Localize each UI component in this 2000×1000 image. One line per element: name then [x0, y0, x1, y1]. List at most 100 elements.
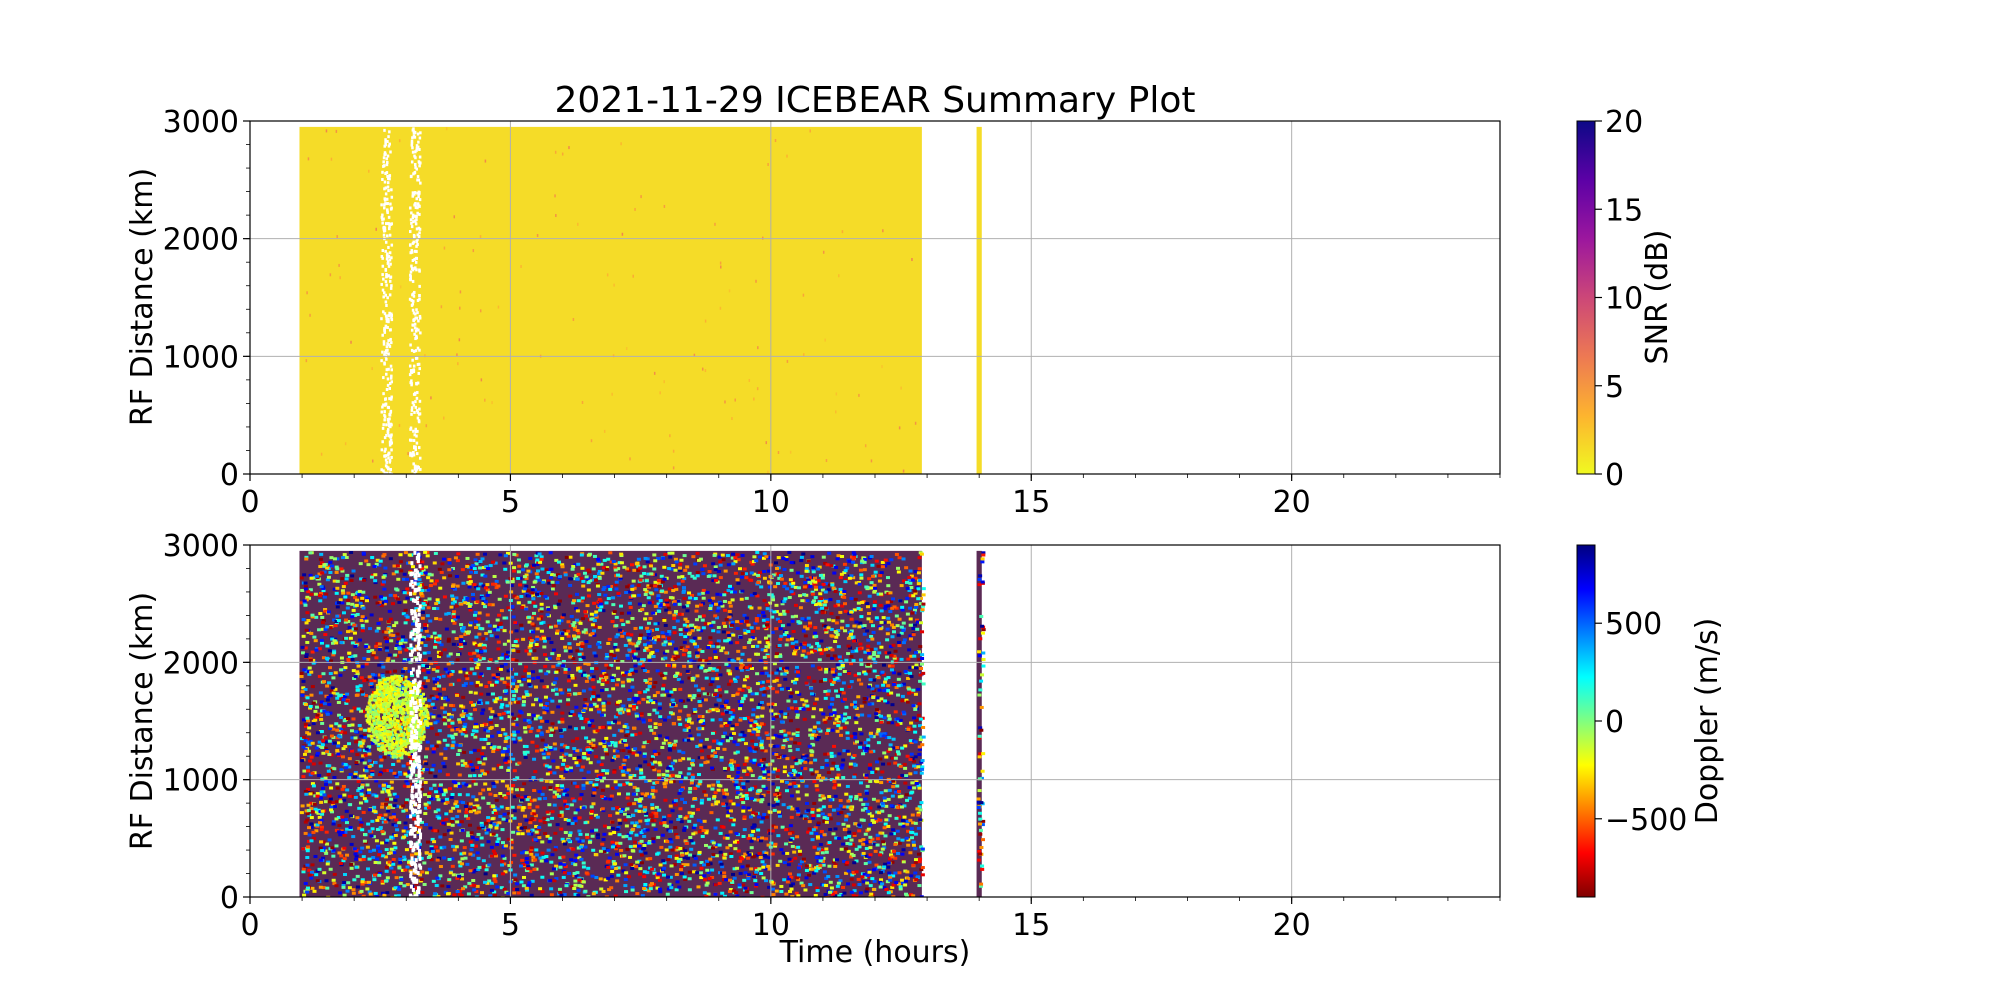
doppler-point — [494, 579, 499, 583]
doppler-point — [332, 882, 337, 886]
doppler-point — [878, 757, 883, 761]
doppler-point — [320, 721, 325, 725]
doppler-point — [538, 887, 543, 891]
doppler-point — [691, 841, 696, 845]
doppler-point — [577, 884, 582, 888]
doppler-point — [301, 718, 306, 722]
doppler-point — [588, 687, 593, 691]
doppler-point — [849, 838, 854, 842]
doppler-point — [403, 666, 408, 670]
doppler-point — [695, 551, 700, 555]
doppler-point — [531, 585, 536, 589]
doppler-point — [695, 604, 700, 608]
snr-gap-mark — [416, 381, 420, 385]
snr-gap-mark — [385, 171, 389, 175]
doppler-point — [695, 651, 700, 655]
doppler-point — [759, 585, 764, 589]
doppler-point — [828, 828, 833, 832]
doppler-point — [327, 649, 332, 653]
doppler-point — [335, 605, 340, 609]
doppler-point — [554, 692, 559, 696]
doppler-point — [862, 632, 867, 636]
snr-speck — [777, 451, 780, 455]
doppler-point — [753, 720, 758, 724]
doppler-point — [335, 586, 340, 590]
doppler-point — [333, 805, 338, 809]
snr-gap-mark — [389, 222, 392, 226]
doppler-point — [430, 744, 435, 748]
doppler-point — [837, 672, 842, 676]
doppler-point — [762, 686, 767, 690]
doppler-point — [439, 643, 444, 647]
doppler-point — [360, 599, 365, 603]
doppler-point — [514, 629, 519, 633]
doppler-point — [881, 762, 886, 766]
doppler-point — [315, 753, 320, 757]
doppler-point — [824, 630, 829, 634]
doppler-point — [463, 814, 468, 818]
doppler-point — [457, 749, 462, 753]
doppler-point — [753, 879, 758, 883]
doppler-point — [855, 713, 860, 717]
doppler-point — [531, 713, 536, 717]
snr-speck — [653, 371, 656, 375]
doppler-point — [715, 677, 720, 681]
doppler-point — [505, 676, 510, 680]
doppler-point — [435, 682, 440, 686]
doppler-point — [591, 793, 596, 797]
doppler-point — [784, 789, 789, 793]
doppler-point — [775, 617, 780, 621]
doppler-point — [606, 859, 611, 863]
doppler-point — [691, 555, 696, 559]
doppler-point — [889, 600, 894, 604]
doppler-point — [331, 653, 336, 657]
doppler-point — [720, 739, 725, 743]
doppler-point — [777, 683, 782, 687]
doppler-point — [764, 815, 769, 819]
doppler-point — [741, 794, 746, 798]
snr-gap-mark — [416, 233, 420, 237]
doppler-point — [816, 859, 821, 863]
doppler-point — [505, 704, 510, 708]
snr-gap-mark — [387, 274, 390, 278]
snr-gap-mark — [413, 290, 416, 294]
doppler-point — [625, 726, 630, 730]
doppler-point — [749, 718, 754, 722]
doppler-point — [402, 857, 407, 861]
doppler-point — [826, 689, 831, 693]
doppler-point — [668, 875, 673, 879]
doppler-point — [544, 779, 549, 783]
doppler-point — [751, 813, 756, 817]
doppler-point — [882, 689, 887, 693]
doppler-point — [874, 867, 879, 871]
doppler-point — [920, 604, 925, 608]
snr-gap-mark — [408, 364, 412, 368]
doppler-point — [391, 805, 396, 809]
doppler-point — [872, 583, 877, 587]
doppler-point — [637, 751, 642, 755]
doppler-point — [310, 782, 315, 786]
doppler-point — [452, 610, 457, 614]
snr-gap-mark — [384, 192, 388, 196]
doppler-point — [916, 826, 921, 830]
doppler-point — [895, 624, 900, 628]
doppler-point — [762, 757, 767, 761]
snr-gap-mark — [410, 328, 414, 332]
doppler-point — [307, 833, 312, 837]
doppler-point — [538, 716, 543, 720]
doppler-point — [503, 594, 508, 598]
doppler-point — [804, 593, 809, 597]
doppler-point — [384, 784, 389, 788]
doppler-point — [625, 730, 630, 734]
doppler-point — [378, 850, 383, 854]
doppler-point — [355, 885, 360, 889]
doppler-point — [787, 773, 792, 777]
doppler-point — [833, 890, 838, 894]
doppler-point — [579, 576, 584, 580]
doppler-point — [336, 815, 341, 819]
doppler-point — [563, 668, 568, 672]
snr-gap-mark — [386, 261, 390, 265]
doppler-point — [407, 669, 412, 673]
snr-gap-mark — [386, 405, 390, 409]
doppler-point — [371, 653, 376, 657]
